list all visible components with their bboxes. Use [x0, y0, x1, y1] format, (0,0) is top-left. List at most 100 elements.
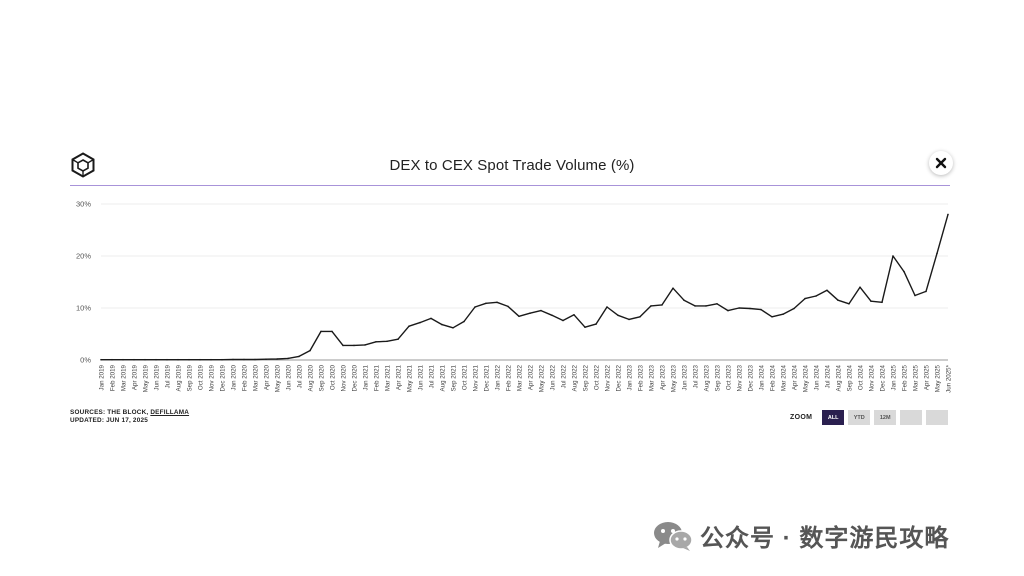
x-tick-label: Feb 2022 — [506, 364, 513, 391]
data-point — [331, 330, 333, 333]
data-point — [518, 315, 520, 318]
data-point — [100, 358, 102, 361]
data-point — [892, 255, 894, 257]
data-point — [672, 287, 674, 289]
data-point — [485, 302, 487, 305]
data-point — [771, 316, 773, 318]
data-point — [463, 320, 465, 323]
data-point — [441, 323, 443, 326]
x-tick-label: Nov 2022 — [605, 364, 612, 391]
data-point — [694, 305, 696, 307]
x-tick-label: Jun 2020 — [286, 364, 293, 390]
data-point — [705, 305, 707, 307]
y-tick-label: 30% — [76, 200, 91, 209]
data-point — [837, 299, 839, 301]
data-point — [122, 358, 124, 361]
close-button[interactable] — [929, 151, 953, 175]
x-tick-label: Jan 2019 — [99, 364, 106, 390]
data-point — [276, 358, 278, 360]
x-tick-label: May 2025 — [935, 364, 942, 392]
data-point — [584, 326, 586, 328]
x-tick-label: Jan 2024 — [759, 364, 766, 390]
x-tick-label: Aug 2019 — [176, 364, 183, 391]
data-point — [826, 289, 828, 292]
sources-prefix: SOURCES: THE BLOCK, — [70, 409, 151, 416]
x-tick-label: Sep 2019 — [187, 364, 194, 391]
zoom-ytd-button[interactable]: YTD — [848, 410, 871, 425]
x-tick-label: Nov 2019 — [209, 364, 216, 391]
x-tick-label: Mar 2022 — [517, 364, 524, 391]
x-tick-label: Jul 2021 — [429, 364, 436, 388]
x-tick-label: Apr 2019 — [132, 364, 139, 390]
x-tick-label: Mar 2023 — [649, 364, 656, 391]
zoom-option-button[interactable] — [900, 410, 923, 425]
data-point — [639, 316, 641, 318]
x-tick-label: Oct 2022 — [594, 364, 601, 390]
x-tick-label: Mar 2021 — [385, 364, 392, 391]
data-point — [793, 307, 795, 310]
zoom-option-button[interactable] — [926, 410, 949, 425]
data-point — [133, 358, 135, 361]
x-tick-label: Apr 2022 — [528, 364, 535, 390]
data-point — [628, 318, 630, 321]
x-tick-label: Apr 2024 — [792, 364, 799, 390]
x-tick-label: Mar 2019 — [121, 364, 128, 391]
x-tick-label: Oct 2020 — [330, 364, 337, 390]
data-point — [804, 297, 806, 300]
x-tick-label: May 2019 — [143, 364, 150, 392]
data-point — [606, 306, 608, 308]
data-point — [617, 314, 619, 317]
data-point — [573, 314, 575, 316]
sources-note: SOURCES: THE BLOCK, DEFILLAMA UPDATED: J… — [70, 409, 189, 425]
x-tick-label: Dec 2021 — [484, 364, 491, 391]
x-tick-label: Nov 2021 — [473, 364, 480, 391]
x-tick-label: Dec 2024 — [880, 364, 887, 391]
x-tick-label: Mar 2020 — [253, 364, 260, 391]
x-tick-label: May 2020 — [275, 364, 282, 392]
x-tick-label: Feb 2025 — [902, 364, 909, 391]
data-point — [551, 314, 553, 317]
data-point — [177, 358, 179, 361]
data-point — [848, 303, 850, 305]
updated-date: UPDATED: JUN 17, 2025 — [70, 417, 148, 424]
data-point — [221, 358, 223, 361]
data-point — [716, 303, 718, 305]
data-point — [111, 358, 113, 361]
x-tick-label: Apr 2021 — [396, 364, 403, 390]
y-tick-label: 0% — [80, 356, 91, 365]
x-tick-label: Aug 2023 — [704, 364, 711, 391]
data-point — [254, 358, 256, 361]
data-point — [815, 295, 817, 297]
data-point — [562, 319, 564, 322]
data-point — [936, 252, 938, 255]
data-point — [507, 305, 509, 308]
x-tick-label: Apr 2025 — [924, 364, 931, 390]
zoom-12m-button[interactable]: 12M — [874, 410, 897, 425]
defillama-link[interactable]: DEFILLAMA — [150, 409, 190, 416]
data-point — [144, 358, 146, 361]
x-tick-label: Oct 2019 — [198, 364, 205, 390]
data-point — [925, 290, 927, 293]
chart-title: DEX to CEX Spot Trade Volume (%) — [389, 157, 635, 174]
data-point — [309, 349, 311, 352]
zoom-label: ZOOM — [790, 414, 813, 421]
x-tick-label: Jan 2025 — [891, 364, 898, 390]
x-tick-label: Jun 2021 — [418, 364, 425, 390]
data-point — [947, 213, 949, 216]
x-tick-label: May 2021 — [407, 364, 414, 392]
x-tick-label: May 2024 — [803, 364, 810, 392]
x-tick-label: Mar 2024 — [781, 364, 788, 391]
x-tick-label: Jun 2024 — [814, 364, 821, 390]
data-point — [749, 307, 751, 310]
data-point — [188, 358, 190, 361]
line-chart: 0% 10% 20% 30% Jan 2019 Feb 2019 Mar 2019 Apr 2… — [76, 200, 953, 393]
x-tick-label: Sep 2023 — [715, 364, 722, 391]
data-point — [419, 321, 421, 324]
data-point — [595, 323, 597, 325]
x-tick-label: Jun 2022 — [550, 364, 557, 390]
data-point — [210, 358, 212, 361]
the-block-logo-icon — [71, 152, 95, 178]
zoom-all-button[interactable]: ALL — [822, 410, 845, 425]
x-tick-label: Jul 2022 — [561, 364, 568, 388]
x-tick-label: Jul 2019 — [165, 364, 172, 388]
